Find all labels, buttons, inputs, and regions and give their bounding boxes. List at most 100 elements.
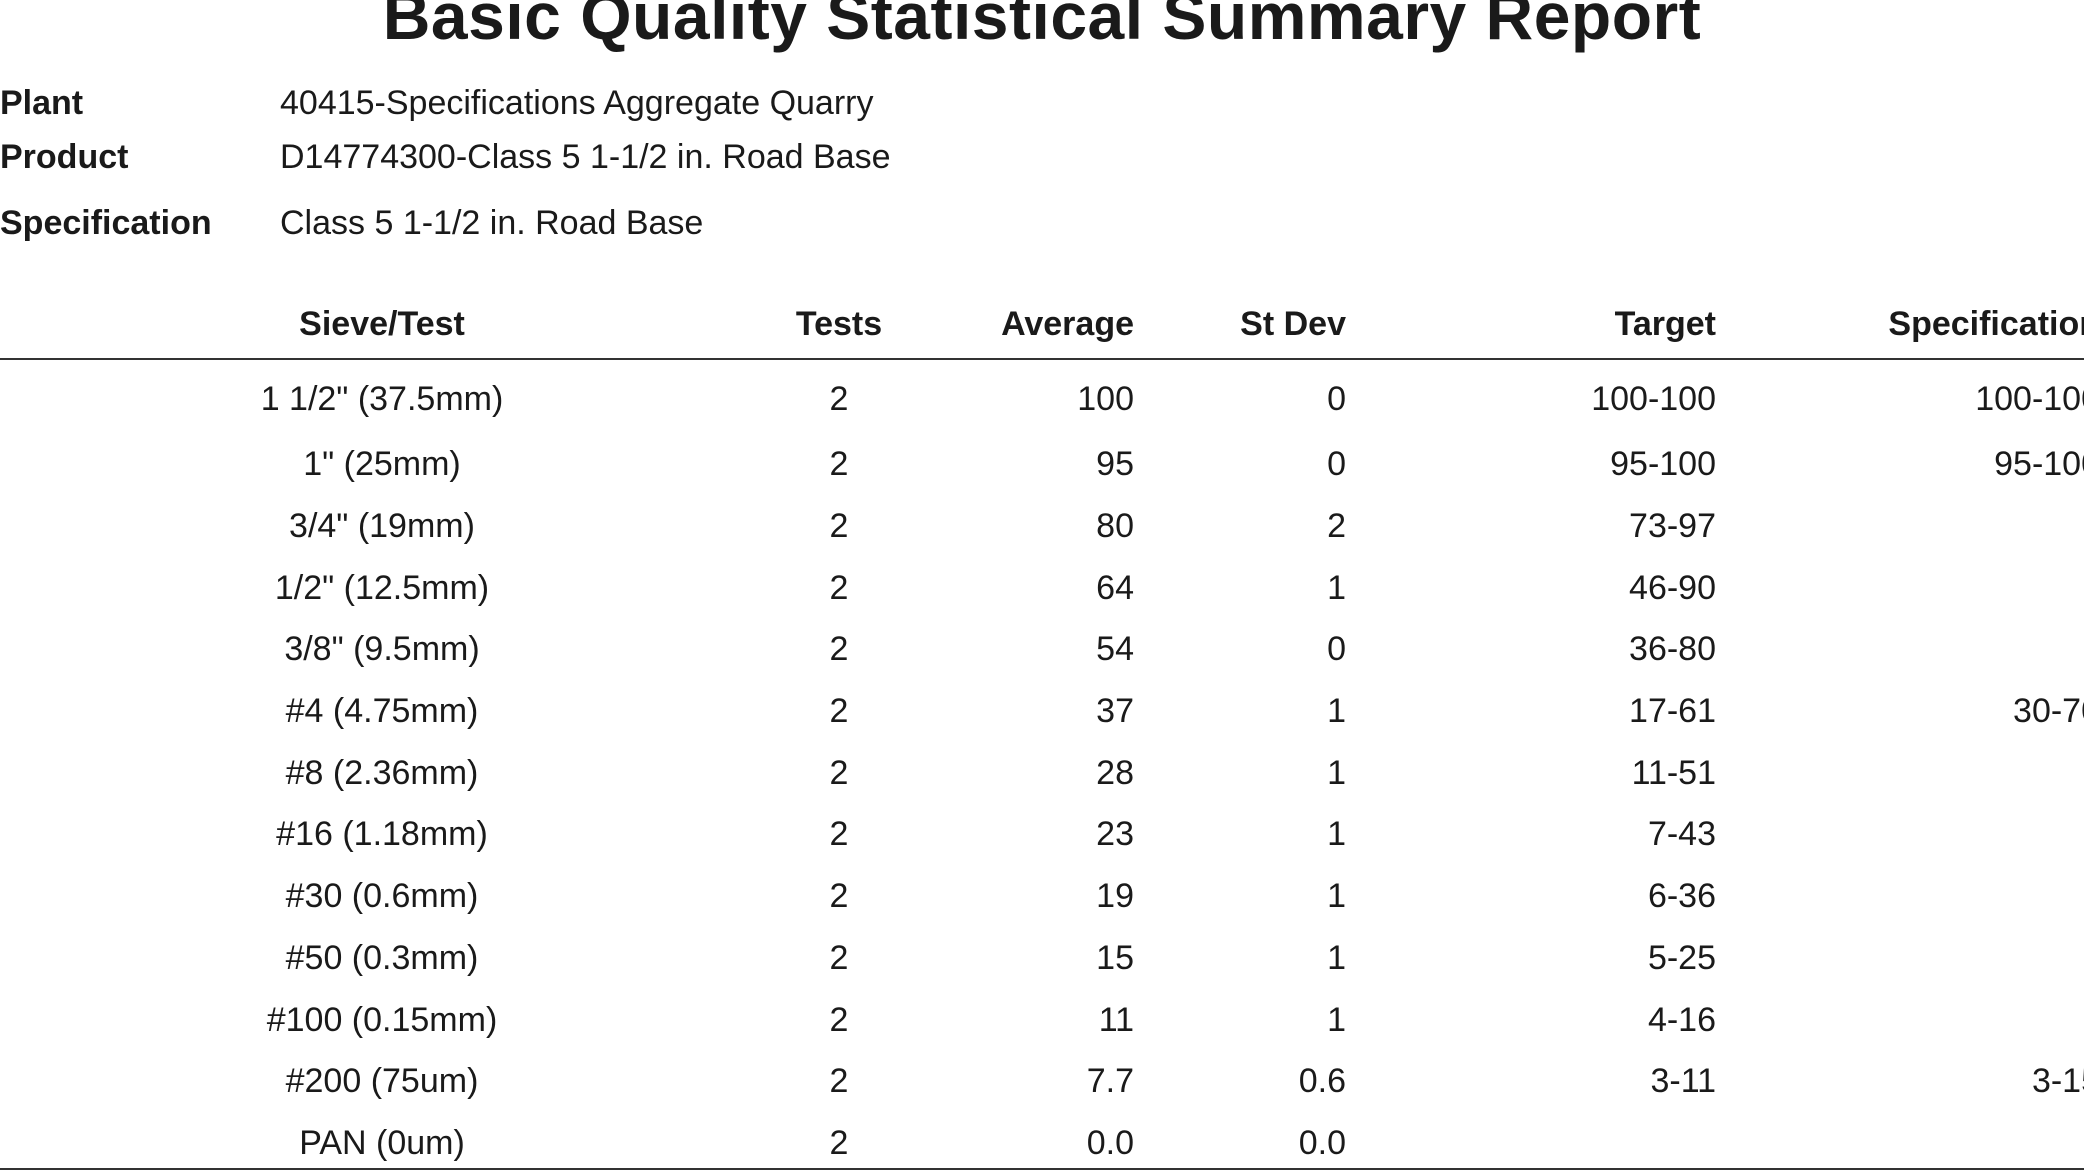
cell-tests: 2 bbox=[829, 568, 849, 607]
cell-sieve: PAN (0um) bbox=[299, 1123, 465, 1162]
cell-tests: 2 bbox=[829, 445, 849, 484]
cell-average: 37 bbox=[1096, 692, 1134, 731]
cell-specification bbox=[1716, 1113, 2084, 1174]
cell-sieve: 1/2" (12.5mm) bbox=[274, 568, 490, 607]
table-row: #16 (1.18mm) 2 23 1 7-43 bbox=[0, 804, 2084, 866]
cell-sieve: #16 (1.18mm) bbox=[276, 815, 488, 854]
cell-average: 54 bbox=[1096, 630, 1134, 669]
header-sieve-test: Sieve/Test bbox=[0, 290, 764, 360]
cell-sieve: #100 (0.15mm) bbox=[266, 1000, 498, 1039]
cell-tests: 2 bbox=[829, 507, 849, 546]
cell-average: 23 bbox=[1096, 815, 1134, 854]
cell-st-dev: 2 bbox=[1327, 507, 1346, 546]
cell-st-dev: 1 bbox=[1327, 692, 1346, 731]
cell-average: 64 bbox=[1096, 568, 1134, 607]
header-target: Target bbox=[1346, 290, 1716, 360]
cell-st-dev: 0 bbox=[1327, 630, 1346, 669]
cell-st-dev: 1 bbox=[1327, 568, 1346, 607]
cell-average: 100 bbox=[1077, 379, 1134, 418]
plant-value: 40415-Specifications Aggregate Quarry bbox=[280, 84, 874, 122]
cell-tests: 2 bbox=[829, 379, 849, 418]
cell-specification bbox=[1716, 619, 2084, 681]
cell-average: 7.7 bbox=[1086, 1062, 1134, 1101]
cell-specification bbox=[1716, 928, 2084, 990]
table-row: #8 (2.36mm) 2 28 1 11-51 bbox=[0, 742, 2084, 804]
cell-specification bbox=[1716, 557, 2084, 619]
plant-label: Plant bbox=[0, 84, 84, 122]
cell-st-dev: 1 bbox=[1327, 1000, 1346, 1039]
cell-tests: 2 bbox=[829, 815, 849, 854]
cell-specification bbox=[1716, 804, 2084, 866]
cell-sieve: #8 (2.36mm) bbox=[285, 753, 479, 792]
cell-average: 19 bbox=[1096, 877, 1134, 916]
cell-target: 5-25 bbox=[1647, 938, 1716, 977]
cell-average: 15 bbox=[1096, 938, 1134, 977]
cell-target: 7-43 bbox=[1647, 815, 1716, 854]
cell-st-dev: 0 bbox=[1327, 445, 1346, 484]
cell-tests: 2 bbox=[829, 877, 849, 916]
summary-table: Sieve/Test Tests Average St Dev Target S… bbox=[0, 290, 2084, 1174]
cell-average: 28 bbox=[1096, 753, 1134, 792]
table-row: 3/4" (19mm) 2 80 2 73-97 bbox=[0, 496, 2084, 558]
table-row: 1/2" (12.5mm) 2 64 1 46-90 bbox=[0, 557, 2084, 619]
cell-specification bbox=[1716, 742, 2084, 804]
cell-specification: 95-100 bbox=[1994, 445, 2084, 484]
cell-tests: 2 bbox=[829, 692, 849, 731]
cell-target: 17-61 bbox=[1629, 692, 1716, 731]
cell-sieve: 3/8" (9.5mm) bbox=[284, 630, 480, 669]
report-title: Basic Quality Statistical Summary Report bbox=[382, 0, 1702, 53]
cell-specification: 100-100 bbox=[1975, 379, 2084, 418]
cell-st-dev: 0.0 bbox=[1298, 1123, 1346, 1162]
cell-target: 46-90 bbox=[1629, 568, 1716, 607]
product-value: D14774300-Class 5 1-1/2 in. Road Base bbox=[280, 138, 891, 176]
product-label: Product bbox=[0, 138, 129, 176]
cell-target: 6-36 bbox=[1647, 877, 1716, 916]
table-row: #50 (0.3mm) 2 15 1 5-25 bbox=[0, 928, 2084, 990]
cell-target bbox=[1346, 1113, 1716, 1174]
cell-tests: 2 bbox=[829, 753, 849, 792]
header-st-dev: St Dev bbox=[1134, 290, 1346, 360]
cell-st-dev: 1 bbox=[1327, 938, 1346, 977]
bottom-divider bbox=[0, 1168, 2084, 1170]
cell-specification: 3-15 bbox=[2031, 1062, 2084, 1101]
specification-value: Class 5 1-1/2 in. Road Base bbox=[280, 204, 704, 242]
cell-st-dev: 0 bbox=[1327, 379, 1346, 418]
header-average: Average bbox=[914, 290, 1134, 360]
cell-average: 80 bbox=[1096, 507, 1134, 546]
table-row: #100 (0.15mm) 2 11 1 4-16 bbox=[0, 989, 2084, 1051]
cell-st-dev: 0.6 bbox=[1298, 1062, 1346, 1101]
cell-target: 4-16 bbox=[1647, 1000, 1716, 1039]
specification-label: Specification bbox=[0, 204, 212, 242]
cell-average: 11 bbox=[1098, 1000, 1134, 1039]
cell-st-dev: 1 bbox=[1327, 815, 1346, 854]
cell-sieve: #30 (0.6mm) bbox=[285, 877, 479, 916]
cell-specification bbox=[1716, 866, 2084, 928]
cell-target: 100-100 bbox=[1591, 379, 1716, 418]
cell-sieve: 1" (25mm) bbox=[303, 445, 461, 484]
header-tests: Tests bbox=[764, 290, 914, 360]
table-row: 1" (25mm) 2 95 0 95-100 95-100 bbox=[0, 434, 2084, 496]
table-row: #200 (75um) 2 7.7 0.6 3-11 3-15 bbox=[0, 1051, 2084, 1113]
cell-tests: 2 bbox=[829, 1000, 849, 1039]
table-header-row: Sieve/Test Tests Average St Dev Target S… bbox=[0, 290, 2084, 360]
cell-st-dev: 1 bbox=[1327, 877, 1346, 916]
cell-target: 95-100 bbox=[1610, 445, 1716, 484]
cell-tests: 2 bbox=[829, 938, 849, 977]
cell-tests: 2 bbox=[829, 1062, 849, 1101]
cell-sieve: 3/4" (19mm) bbox=[289, 507, 475, 546]
cell-target: 3-11 bbox=[1650, 1062, 1716, 1101]
cell-target: 73-97 bbox=[1629, 507, 1716, 546]
cell-average: 95 bbox=[1096, 445, 1134, 484]
cell-sieve: #4 (4.75mm) bbox=[285, 692, 479, 731]
cell-st-dev: 1 bbox=[1327, 753, 1346, 792]
header-specification: Specification bbox=[1716, 290, 2084, 360]
table-row: #4 (4.75mm) 2 37 1 17-61 30-70 bbox=[0, 681, 2084, 743]
cell-sieve: #200 (75um) bbox=[285, 1062, 479, 1101]
table-row: PAN (0um) 2 0.0 0.0 bbox=[0, 1113, 2084, 1174]
cell-specification bbox=[1716, 989, 2084, 1051]
cell-specification: 30-70 bbox=[2013, 692, 2084, 731]
table-row: 3/8" (9.5mm) 2 54 0 36-80 bbox=[0, 619, 2084, 681]
cell-target: 11-51 bbox=[1631, 753, 1716, 792]
table-row: 1 1/2" (37.5mm) 2 100 0 100-100 100-100 bbox=[0, 359, 2084, 434]
cell-sieve: 1 1/2" (37.5mm) bbox=[260, 379, 504, 418]
